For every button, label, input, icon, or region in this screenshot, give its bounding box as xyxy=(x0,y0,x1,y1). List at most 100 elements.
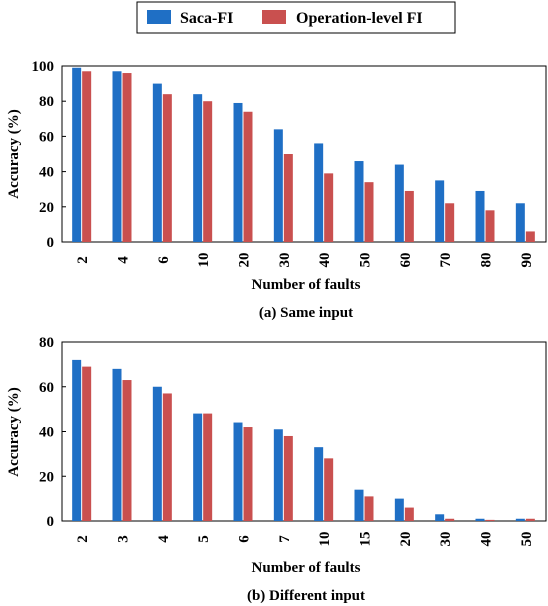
bar-saca-fi-5 xyxy=(193,413,203,521)
y-tick-label: 40 xyxy=(39,165,54,181)
bar-operation-level-fi-20 xyxy=(243,111,253,242)
bar-saca-fi-3 xyxy=(112,368,122,521)
x-tick-label: 15 xyxy=(358,532,374,547)
x-tick-label: 30 xyxy=(438,532,454,547)
bar-saca-fi-90 xyxy=(515,203,525,242)
bar-operation-level-fi-6 xyxy=(243,427,253,521)
x-tick-label: 50 xyxy=(358,253,374,268)
x-axis-label: Number of faults xyxy=(252,277,361,293)
x-tick-label: 20 xyxy=(237,253,253,268)
legend-label-operation-level-fi: Operation-level FI xyxy=(296,10,423,27)
bar-saca-fi-60 xyxy=(394,164,404,242)
bar-operation-level-fi-5 xyxy=(203,413,213,521)
bar-operation-level-fi-3 xyxy=(122,380,132,521)
bar-saca-fi-2 xyxy=(72,67,82,242)
x-ticks: 2 4 6 10 20 30 40 50 60 70 80 90 xyxy=(75,253,535,268)
bar-saca-fi-30 xyxy=(273,129,283,242)
y-tick-label: 100 xyxy=(32,59,55,75)
chart-same-input: Accuracy (%) Number of faults (a) Same i… xyxy=(6,59,547,321)
x-ticks: 2 3 4 5 6 7 10 15 20 30 40 50 xyxy=(75,532,535,547)
bar-operation-level-fi-70 xyxy=(445,203,455,242)
x-tick-label: 4 xyxy=(116,256,132,264)
bar-saca-fi-2 xyxy=(72,359,82,521)
y-tick-label: 60 xyxy=(39,129,54,145)
bar-operation-level-fi-90 xyxy=(525,231,535,242)
bar-operation-level-fi-10 xyxy=(324,458,334,521)
x-tick-label: 2 xyxy=(75,256,91,264)
bar-saca-fi-6 xyxy=(233,422,243,521)
x-tick-label: 70 xyxy=(438,253,454,268)
bar-saca-fi-7 xyxy=(273,429,283,521)
bar-saca-fi-40 xyxy=(475,518,485,521)
x-tick-label: 40 xyxy=(317,253,333,268)
x-axis-label: Number of faults xyxy=(252,560,361,576)
x-tick-label: 3 xyxy=(116,535,132,543)
x-tick-label: 10 xyxy=(196,253,212,268)
bar-operation-level-fi-30 xyxy=(445,518,455,521)
x-tick-label: 60 xyxy=(398,253,414,268)
x-tick-label: 2 xyxy=(75,535,91,543)
legend: Saca-FI Operation-level FI xyxy=(136,1,456,34)
x-tick-label: 50 xyxy=(519,532,535,547)
y-tick-label: 0 xyxy=(47,235,55,251)
bar-saca-fi-40 xyxy=(314,143,324,242)
chart-different-input: Accuracy (%) Number of faults (b) Differ… xyxy=(6,335,547,604)
y-ticks: 0 20 40 60 80 xyxy=(39,335,66,530)
y-tick-label: 80 xyxy=(39,94,54,110)
y-axis-label: Accuracy (%) xyxy=(6,109,22,199)
x-tick-label: 80 xyxy=(479,253,495,268)
bar-operation-level-fi-40 xyxy=(324,173,334,242)
y-tick-label: 20 xyxy=(39,469,54,485)
y-axis-label: Accuracy (%) xyxy=(6,387,22,477)
y-tick-label: 20 xyxy=(39,200,54,216)
bar-operation-level-fi-6 xyxy=(162,94,172,242)
bar-saca-fi-10 xyxy=(193,94,203,242)
bar-saca-fi-15 xyxy=(354,489,364,521)
bar-saca-fi-20 xyxy=(394,498,404,521)
y-tick-label: 0 xyxy=(47,514,55,530)
x-tick-label: 20 xyxy=(398,532,414,547)
bar-saca-fi-4 xyxy=(152,386,162,521)
bar-operation-level-fi-60 xyxy=(404,190,414,242)
bar-saca-fi-6 xyxy=(152,83,162,242)
bar-operation-level-fi-4 xyxy=(162,393,172,521)
bar-operation-level-fi-50 xyxy=(364,182,374,242)
chart-caption: (b) Different input xyxy=(247,588,365,604)
y-tick-label: 80 xyxy=(39,335,54,351)
plot-frame xyxy=(61,65,547,243)
x-tick-label: 40 xyxy=(479,532,495,547)
bar-operation-level-fi-4 xyxy=(122,73,132,242)
bar-saca-fi-30 xyxy=(435,514,445,521)
bars xyxy=(72,359,535,521)
bar-saca-fi-4 xyxy=(112,71,122,242)
bar-operation-level-fi-80 xyxy=(485,210,495,242)
bar-operation-level-fi-50 xyxy=(525,518,535,521)
y-ticks: 0 20 40 60 80 100 xyxy=(32,59,66,251)
plot-frame xyxy=(61,341,547,522)
bar-operation-level-fi-40 xyxy=(485,519,495,521)
bar-operation-level-fi-2 xyxy=(82,71,92,242)
bar-saca-fi-10 xyxy=(314,447,324,521)
bar-saca-fi-50 xyxy=(354,161,364,242)
bars xyxy=(72,67,535,243)
bar-operation-level-fi-2 xyxy=(82,366,92,521)
x-tick-label: 30 xyxy=(277,253,293,268)
legend-swatch-operation-level-fi xyxy=(262,10,286,24)
legend-label-saca-fi: Saca-FI xyxy=(180,10,233,27)
legend-box xyxy=(136,1,456,34)
x-tick-label: 10 xyxy=(317,532,333,547)
bar-saca-fi-80 xyxy=(475,190,485,242)
y-tick-label: 40 xyxy=(39,425,54,441)
bar-operation-level-fi-30 xyxy=(283,154,293,242)
legend-swatch-saca-fi xyxy=(147,10,171,24)
x-tick-label: 7 xyxy=(277,535,293,543)
x-tick-label: 6 xyxy=(237,535,253,543)
bar-operation-level-fi-20 xyxy=(404,507,414,521)
bar-saca-fi-70 xyxy=(435,180,445,242)
bar-operation-level-fi-15 xyxy=(364,496,374,521)
bar-operation-level-fi-7 xyxy=(283,435,293,521)
bar-operation-level-fi-10 xyxy=(203,101,213,242)
bar-saca-fi-20 xyxy=(233,102,243,243)
x-tick-label: 6 xyxy=(156,256,172,264)
